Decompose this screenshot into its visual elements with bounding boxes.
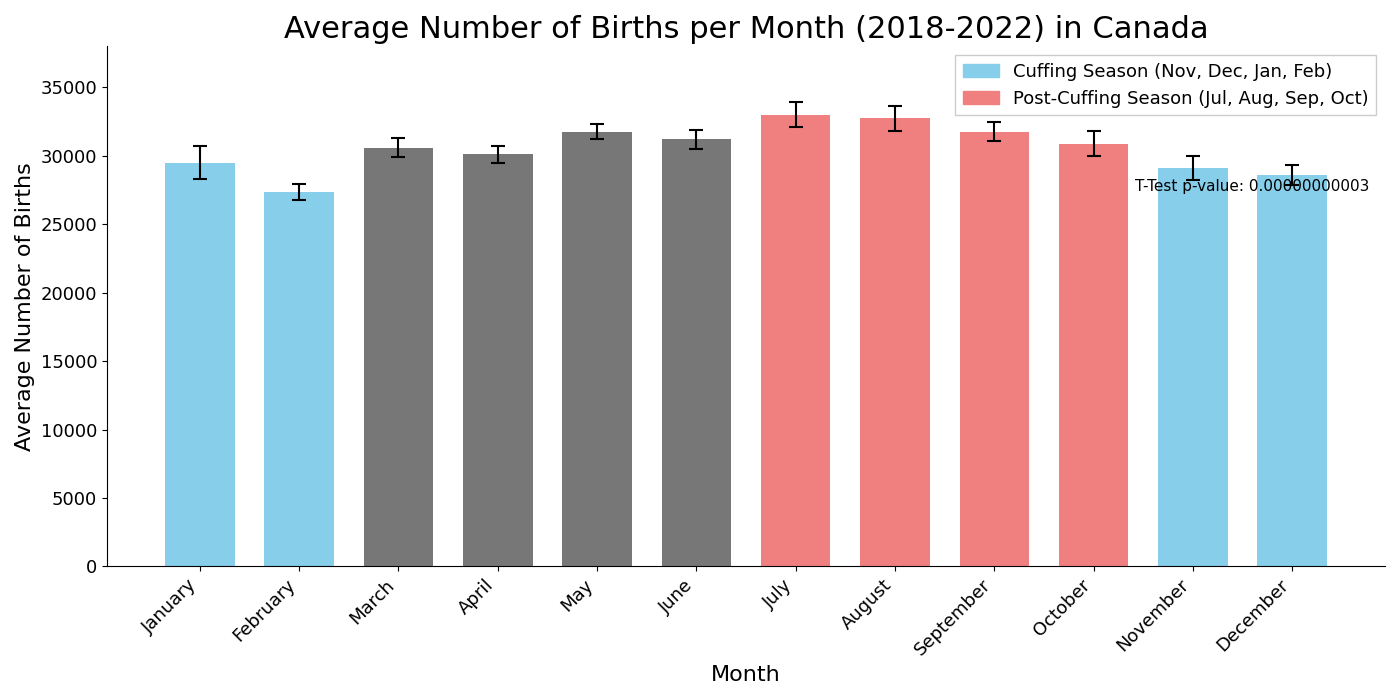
Bar xyxy=(1058,144,1128,566)
Title: Average Number of Births per Month (2018-2022) in Canada: Average Number of Births per Month (2018… xyxy=(284,15,1208,44)
Bar xyxy=(463,155,532,566)
Bar xyxy=(563,132,631,566)
Bar xyxy=(959,132,1029,566)
Bar xyxy=(364,148,433,566)
Text: T-Test p-value: 0.00000000003: T-Test p-value: 0.00000000003 xyxy=(1135,179,1369,194)
Bar xyxy=(1158,168,1228,566)
Bar xyxy=(860,118,930,566)
Bar xyxy=(762,115,830,566)
X-axis label: Month: Month xyxy=(711,665,781,685)
Bar xyxy=(1257,175,1327,566)
Bar xyxy=(165,162,235,566)
Bar xyxy=(662,139,731,566)
Bar xyxy=(265,192,335,566)
Legend: Cuffing Season (Nov, Dec, Jan, Feb), Post-Cuffing Season (Jul, Aug, Sep, Oct): Cuffing Season (Nov, Dec, Jan, Feb), Pos… xyxy=(955,55,1376,115)
Y-axis label: Average Number of Births: Average Number of Births xyxy=(15,162,35,451)
